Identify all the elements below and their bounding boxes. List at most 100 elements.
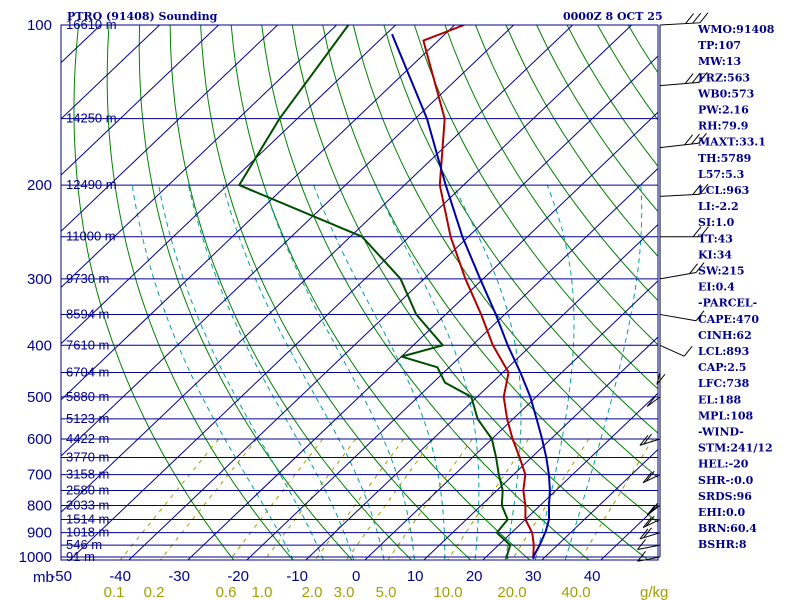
dry-adiabat <box>352 25 658 479</box>
mixing-ratio-unit-label: g/kg <box>640 584 668 600</box>
mixing-ratio-line <box>119 438 220 560</box>
index-entry: SI:1.0 <box>698 216 735 229</box>
wind-barb-staff <box>642 519 661 529</box>
wind-barb-flag <box>637 539 646 550</box>
height-label: 3770 m <box>66 449 109 464</box>
wind-barb <box>659 344 693 357</box>
pressure-tick-label: 500 <box>27 389 52 406</box>
wind-barb-flag <box>700 226 709 238</box>
wind-barb-flag <box>683 345 693 357</box>
isotherm-line <box>69 25 632 560</box>
pressure-tick-label: 100 <box>27 17 52 34</box>
isotherm-line <box>61 25 278 232</box>
dry-adiabat <box>505 25 658 258</box>
trace-parcel <box>391 33 551 560</box>
isotherm-line <box>61 25 337 289</box>
index-entry: CINH:62 <box>698 329 752 342</box>
mixing-ratio-label: 0.6 <box>216 584 237 600</box>
index-entry: HEL:-20 <box>698 458 749 471</box>
wind-barb <box>637 550 661 562</box>
index-entry: SHR-:0.0 <box>698 474 754 487</box>
trace-dewpoint <box>238 25 512 560</box>
index-entry: WMO:91408 <box>697 23 775 36</box>
wind-barb-flag <box>642 517 652 528</box>
dry-adiabat <box>322 25 658 523</box>
temperature-tick-label: -30 <box>168 568 190 585</box>
pressure-tick-label: 700 <box>27 467 52 484</box>
moist-adiabat <box>313 184 446 560</box>
index-entry: PW:2.16 <box>698 104 749 117</box>
moist-adiabat <box>534 184 575 560</box>
mixing-ratio-label: 5.0 <box>376 584 397 600</box>
moist-adiabat <box>375 184 480 560</box>
isotherm-line <box>541 448 658 560</box>
wind-barb-staff <box>639 532 661 540</box>
sounding-time: 0000Z 8 OCT 25 <box>563 10 663 23</box>
wind-barb <box>642 470 661 484</box>
index-entry: TH:5789 <box>698 152 751 165</box>
height-label: 546 m <box>66 537 102 552</box>
height-label: 5123 m <box>66 411 109 426</box>
wind-barb-staff <box>642 474 661 484</box>
height-label: 3158 m <box>66 467 109 482</box>
temperature-tick-label: -10 <box>286 568 308 585</box>
wind-barb-flag <box>642 472 652 484</box>
temperature-tick-label: 0 <box>352 568 360 585</box>
wind-barb-flag <box>695 262 705 273</box>
index-entry: -WIND- <box>698 426 744 439</box>
dry-adiabat <box>475 25 658 302</box>
mixing-ratio-label: 0.1 <box>104 584 125 600</box>
wind-barb-staff <box>637 544 661 550</box>
moist-adiabat <box>158 185 324 560</box>
wind-barb-flag <box>684 73 694 84</box>
trace-temperature <box>422 25 535 560</box>
moist-adiabat <box>263 184 415 560</box>
mixing-ratio-label: 40.0 <box>561 584 590 600</box>
index-entry: SW:215 <box>698 265 745 278</box>
temperature-tick-labels: -50 -40 -30 -20 -10 0 10 20 30 40 <box>50 568 600 585</box>
mixing-ratio-label: 20.0 <box>497 584 526 600</box>
wind-barb-flag <box>656 374 666 385</box>
mixing-ratio-line <box>387 438 473 560</box>
index-entry: MW:13 <box>698 55 741 68</box>
mixing-ratio-line <box>264 438 357 560</box>
pressure-tick-label: 400 <box>27 337 52 354</box>
wind-barb-flag <box>698 72 708 83</box>
wind-barb-flag <box>691 133 700 145</box>
wind-barbs <box>637 12 709 562</box>
wind-barb-flag <box>692 12 702 24</box>
index-entry: EL:188 <box>698 393 741 406</box>
temperature-tick-label: -40 <box>109 568 131 585</box>
index-entry: RH:79.9 <box>698 120 748 133</box>
data-traces <box>238 25 551 560</box>
pressure-unit-label: mb <box>33 569 54 586</box>
index-entry: KI:34 <box>698 248 732 261</box>
temperature-tick-label: 40 <box>584 568 601 585</box>
height-label: 1514 m <box>66 511 109 526</box>
wind-barb-staff <box>637 556 661 562</box>
wind-barb <box>642 515 661 529</box>
wind-barb-flag <box>684 134 693 146</box>
index-entry: LFC:738 <box>698 377 750 390</box>
wind-barb <box>639 433 661 446</box>
index-entry: MPL:108 <box>698 409 754 422</box>
index-entry: BSHR:8 <box>698 538 747 551</box>
height-label: 8594 m <box>66 306 109 321</box>
wind-barb-flag <box>689 263 698 274</box>
plot-frame <box>60 24 659 561</box>
isotherm-line <box>482 392 658 560</box>
wind-barb-staff <box>659 344 685 357</box>
wind-barb <box>659 262 705 280</box>
mixing-ratio-line <box>229 438 324 560</box>
index-entry: CAPE:470 <box>698 313 759 326</box>
wind-barb-staff <box>639 438 661 446</box>
height-label: 6704 m <box>66 365 109 380</box>
isotherm-line <box>61 25 396 345</box>
wind-barb-staff <box>646 396 661 407</box>
wind-barb-flag <box>698 132 707 144</box>
index-entry: LCL:893 <box>698 345 749 358</box>
wind-barb-flag <box>692 226 702 238</box>
pressure-tick-label: 900 <box>27 525 52 542</box>
isotherm-line <box>128 55 658 560</box>
isotherm-line <box>61 25 573 513</box>
